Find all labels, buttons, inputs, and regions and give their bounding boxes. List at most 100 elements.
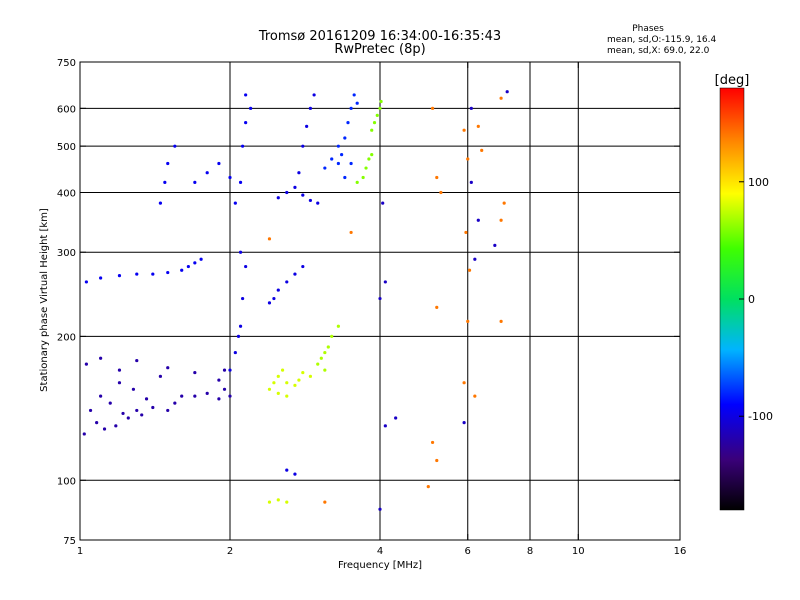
data-point (244, 121, 248, 125)
data-point (473, 394, 477, 398)
data-point (158, 201, 163, 205)
data-point (394, 416, 398, 420)
data-point (117, 368, 122, 372)
data-point (99, 276, 103, 280)
data-point (378, 106, 382, 110)
data-point (285, 394, 289, 398)
data-point (102, 427, 107, 431)
data-point (233, 201, 237, 205)
data-point (166, 366, 170, 370)
data-point (217, 161, 221, 166)
data-point (285, 280, 289, 284)
data-point (293, 185, 297, 189)
y-tick-label: 200 (57, 332, 76, 343)
data-point (163, 180, 167, 184)
data-point (135, 272, 139, 276)
data-point (469, 180, 473, 184)
data-point (241, 296, 245, 301)
data-point (276, 391, 280, 395)
data-point (217, 378, 221, 382)
x-tick-label: 8 (527, 546, 533, 557)
data-point (499, 319, 503, 323)
data-point (435, 175, 439, 180)
data-point (267, 500, 272, 504)
data-point (305, 124, 309, 128)
data-point (285, 190, 289, 195)
data-point (323, 350, 327, 355)
data-point (352, 93, 356, 97)
data-point (267, 301, 272, 305)
data-point (280, 368, 285, 372)
data-point (469, 106, 473, 110)
data-point (193, 180, 197, 184)
data-point (383, 424, 387, 428)
data-point (99, 356, 103, 360)
data-point (499, 96, 503, 100)
data-point (301, 264, 305, 269)
data-point (466, 319, 470, 323)
data-point (95, 421, 99, 425)
data-point (199, 257, 203, 261)
data-point (378, 507, 382, 511)
data-point (480, 148, 484, 152)
data-point (505, 90, 509, 94)
data-point (301, 193, 305, 197)
grid-lines (80, 62, 680, 540)
data-point (476, 124, 480, 128)
data-point (323, 368, 327, 372)
data-point (117, 274, 122, 278)
data-point (370, 128, 374, 132)
data-point (131, 387, 136, 391)
data-point (238, 180, 243, 184)
data-point (186, 264, 190, 269)
colorbar-tick-label: 0 (748, 293, 755, 306)
data-point (316, 362, 320, 366)
y-tick-label: 750 (57, 58, 76, 69)
data-point (435, 305, 439, 309)
data-point (193, 261, 197, 265)
data-point (343, 175, 347, 180)
data-point (346, 121, 350, 125)
data-point (126, 416, 130, 420)
data-point (144, 397, 149, 401)
data-point (217, 397, 221, 401)
colorbar-ticks: 100 0 -100 (739, 176, 773, 423)
data-point (285, 468, 289, 472)
data-point (293, 472, 297, 476)
data-point (467, 268, 472, 272)
phase-info-x-mode: mean, sd,X: 69.0, 22.0 (607, 46, 710, 56)
data-point (180, 268, 184, 272)
y-tick-label: 100 (57, 476, 76, 487)
data-point (193, 394, 197, 398)
data-point (276, 288, 280, 292)
data-point (349, 230, 353, 235)
x-tick-label: 2 (227, 546, 233, 557)
data-point (173, 144, 177, 148)
data-point (367, 157, 371, 161)
data-point (228, 368, 232, 372)
data-point (205, 391, 209, 395)
data-point (426, 485, 430, 489)
data-point (205, 171, 209, 175)
data-point (236, 334, 241, 338)
x-tick-label: 4 (377, 546, 383, 557)
data-point (238, 250, 243, 254)
data-point (121, 411, 125, 416)
y-tick-label: 400 (57, 188, 76, 199)
data-point (336, 161, 340, 166)
data-point (364, 166, 368, 170)
data-point (114, 424, 118, 428)
data-point (323, 500, 327, 504)
data-point (379, 99, 383, 104)
y-axis-label: Stationary phase Virtual Height [km] (39, 208, 50, 392)
data-point (267, 387, 272, 391)
phase-info-o-mode: mean, sd,O:-115.9, 16.4 (607, 35, 717, 45)
data-point (301, 144, 305, 148)
data-point (466, 157, 470, 161)
data-point (88, 408, 93, 413)
data-point (308, 198, 313, 203)
data-point (323, 166, 327, 170)
data-point (99, 394, 103, 398)
data-point (117, 381, 122, 385)
data-point (228, 394, 232, 398)
